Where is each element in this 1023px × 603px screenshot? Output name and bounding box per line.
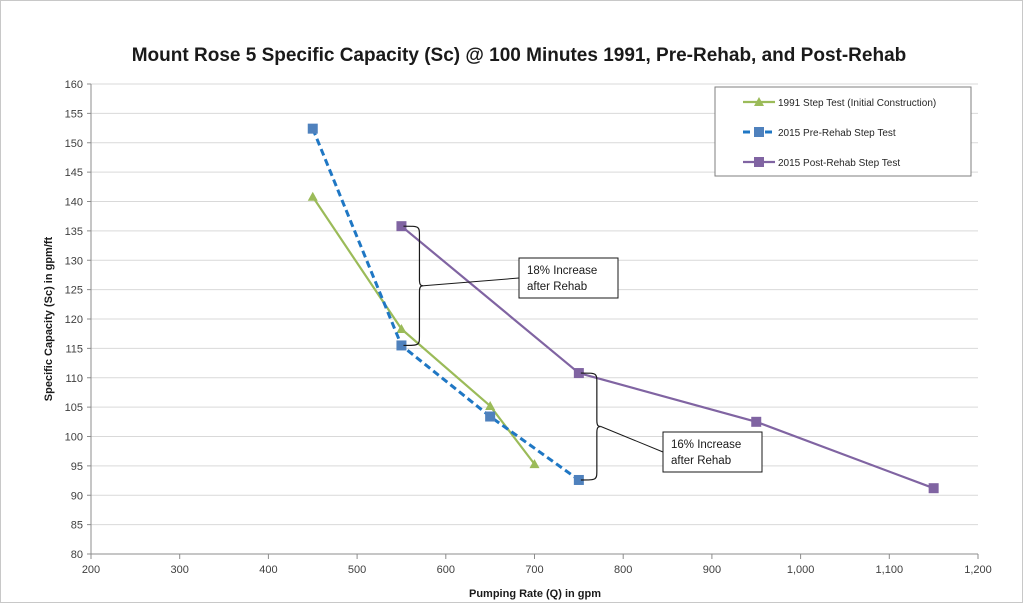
y-tick-label: 90 xyxy=(71,490,83,502)
legend-item: 1991 Step Test (Initial Construction) xyxy=(743,97,936,109)
y-tick-label: 150 xyxy=(65,138,83,150)
data-point xyxy=(485,411,496,422)
callout-leader xyxy=(423,277,520,287)
x-tick-label: 800 xyxy=(614,564,632,576)
legend-swatch-marker xyxy=(754,97,764,106)
series-3 xyxy=(396,221,939,494)
bracket xyxy=(580,372,601,481)
data-point xyxy=(396,323,407,333)
legend-item: 2015 Pre-Rehab Step Test xyxy=(743,127,896,139)
y-tick-label: 100 xyxy=(65,432,83,444)
x-tick-label: 300 xyxy=(171,564,189,576)
y-tick-label: 145 xyxy=(65,167,83,179)
callout-box xyxy=(662,431,763,473)
data-point xyxy=(396,340,407,351)
data-point xyxy=(485,400,496,410)
callout-text: 16% Increase xyxy=(671,439,741,451)
callout-leader xyxy=(600,426,664,453)
series-line xyxy=(311,196,536,465)
legend-label: 2015 Post-Rehab Step Test xyxy=(778,158,900,169)
x-tick-label: 200 xyxy=(82,564,100,576)
callout-box xyxy=(518,257,619,299)
annotation-2: 16% Increase after Rehab xyxy=(580,372,763,481)
data-point xyxy=(751,416,762,427)
legend-label: 2015 Pre-Rehab Step Test xyxy=(778,128,896,139)
legend: 1991 Step Test (Initial Construction) 201… xyxy=(714,86,972,177)
y-axis-label: Specific Capacity (Sc) in gpm/ft xyxy=(43,236,55,401)
y-tick-label: 130 xyxy=(65,255,83,267)
y-tick-label: 105 xyxy=(65,402,83,414)
callout-text: after Rehab xyxy=(527,281,587,293)
data-point xyxy=(573,474,584,485)
x-axis-label: Pumping Rate (Q) in gpm xyxy=(469,588,601,600)
data-point xyxy=(396,221,407,232)
data-point xyxy=(573,368,584,379)
x-tick-label: 1,000 xyxy=(787,564,815,576)
y-axis-ticks: 80 85 90 95 100 105 110 115 120 125 130 135 140 145 15… xyxy=(65,79,91,561)
annotation-1: 18% Increase after Rehab xyxy=(403,225,619,347)
y-tick-label: 85 xyxy=(71,520,83,532)
legend-swatch-marker xyxy=(754,127,764,137)
y-tick-label: 80 xyxy=(71,549,83,561)
legend-swatch-marker xyxy=(754,157,764,167)
x-tick-label: 900 xyxy=(703,564,721,576)
series-group xyxy=(307,123,939,494)
y-tick-label: 120 xyxy=(65,314,83,326)
y-tick-label: 155 xyxy=(65,108,83,120)
callout-text: after Rehab xyxy=(671,455,731,467)
x-tick-label: 500 xyxy=(348,564,366,576)
annotations: 18% Increase after Rehab 16% Increase after… xyxy=(403,225,763,481)
data-point xyxy=(529,459,540,469)
callout-text: 18% Increase xyxy=(527,265,597,277)
series-line xyxy=(311,128,580,482)
y-tick-label: 95 xyxy=(71,461,83,473)
y-tick-label: 160 xyxy=(65,79,83,91)
series-2 xyxy=(307,123,584,485)
chart-title: Mount Rose 5 Specific Capacity (Sc) @ 10… xyxy=(132,45,907,66)
bracket xyxy=(403,225,424,347)
legend-label: 1991 Step Test (Initial Construction) xyxy=(778,98,936,109)
y-tick-label: 140 xyxy=(65,197,83,209)
series-line xyxy=(400,225,935,490)
x-tick-label: 400 xyxy=(259,564,277,576)
data-point xyxy=(307,191,318,201)
x-tick-label: 1,100 xyxy=(876,564,904,576)
legend-item: 2015 Post-Rehab Step Test xyxy=(743,157,900,169)
data-point xyxy=(928,483,939,494)
x-tick-label: 600 xyxy=(437,564,455,576)
y-tick-label: 135 xyxy=(65,226,83,238)
series-1 xyxy=(307,191,540,469)
y-tick-label: 125 xyxy=(65,285,83,297)
x-tick-label: 1,200 xyxy=(964,564,992,576)
data-point xyxy=(307,123,318,134)
y-tick-label: 110 xyxy=(65,373,83,385)
x-tick-label: 700 xyxy=(525,564,543,576)
y-tick-label: 115 xyxy=(65,343,83,355)
x-axis-ticks: 200 300 400 500 600 700 800 900 1,000 1,100 1,200 xyxy=(82,554,992,576)
